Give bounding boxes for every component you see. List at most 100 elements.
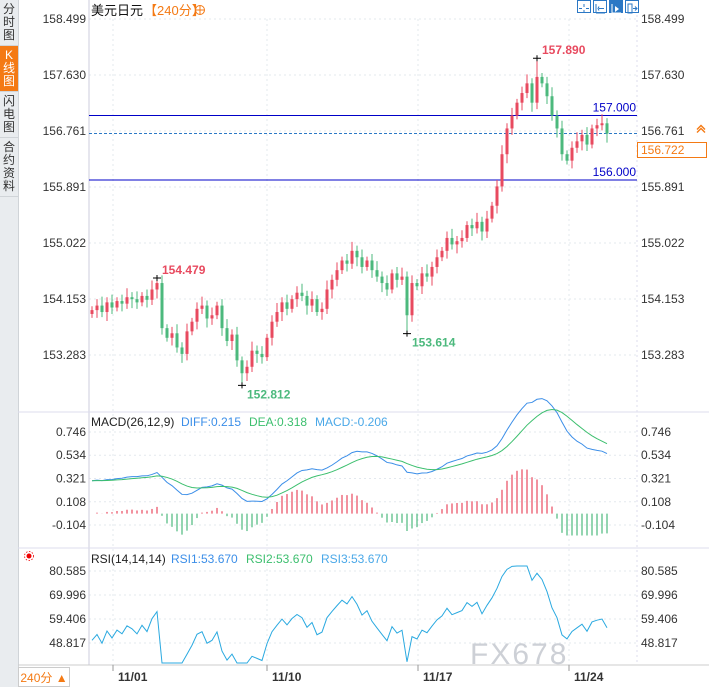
candle-body bbox=[250, 350, 254, 367]
period-select-button[interactable]: 240分 ▲ bbox=[18, 667, 70, 687]
macd-title: MACD(26,12,9) bbox=[91, 415, 174, 429]
candle-body bbox=[90, 310, 94, 314]
price-tick-left: 157.630 bbox=[43, 68, 87, 82]
circle-plus-icon[interactable] bbox=[195, 5, 205, 15]
candle-body bbox=[585, 134, 589, 145]
candle-body bbox=[300, 292, 304, 296]
rsi-tick-right: 69.996 bbox=[641, 588, 678, 602]
candle-body bbox=[460, 237, 464, 242]
tab-kline-chart[interactable]: K线图 bbox=[0, 46, 18, 92]
candle-body bbox=[530, 83, 534, 103]
candle-body bbox=[395, 273, 399, 280]
current-price-label: 156.722 bbox=[637, 142, 707, 158]
rsi-tick-left: 69.996 bbox=[49, 588, 86, 602]
candle-body bbox=[415, 283, 419, 287]
candle-body bbox=[575, 141, 579, 148]
extreme-price-label: 152.812 bbox=[247, 387, 291, 401]
candle-body bbox=[165, 328, 169, 338]
candle-body bbox=[255, 350, 259, 354]
candle-body bbox=[265, 337, 269, 358]
candle-body bbox=[570, 147, 574, 161]
tab-time-chart[interactable]: 分时图 bbox=[0, 0, 18, 46]
price-tick-right: 155.022 bbox=[641, 236, 685, 250]
candle-body bbox=[475, 221, 479, 229]
candle-body bbox=[205, 305, 209, 319]
candle-body bbox=[470, 225, 474, 229]
candle-body bbox=[145, 295, 149, 300]
candle-body bbox=[580, 134, 584, 142]
macd-tick-right: 0.321 bbox=[641, 472, 671, 486]
candle-body bbox=[180, 347, 184, 354]
scroll-to-end-icon[interactable] bbox=[609, 0, 623, 14]
candle-body bbox=[390, 273, 394, 290]
candle-body bbox=[590, 128, 594, 145]
tab-flash-chart[interactable]: 闪电图 bbox=[0, 92, 18, 138]
extreme-price-label: 153.614 bbox=[412, 336, 456, 350]
candle-body bbox=[520, 93, 524, 103]
candle-body bbox=[175, 333, 179, 348]
candle-body bbox=[235, 334, 239, 361]
candle-body bbox=[135, 299, 139, 303]
rsi-tick-left: 59.406 bbox=[49, 612, 86, 626]
candle-body bbox=[195, 308, 199, 322]
date-tick: 11/01 bbox=[118, 670, 148, 684]
price-tick-left: 154.153 bbox=[43, 292, 87, 306]
macd-tick-left: 0.534 bbox=[56, 448, 86, 462]
candle-body bbox=[200, 305, 204, 309]
macd-tick-right: -0.104 bbox=[641, 518, 675, 532]
watermark-logo: FX678 bbox=[470, 638, 568, 671]
candle-body bbox=[445, 237, 449, 251]
macd-legend: MACD(26,12,9) DIFF:0.215 DEA:0.318 MACD:… bbox=[91, 415, 388, 429]
candle-body bbox=[340, 260, 344, 271]
candle-body bbox=[505, 128, 509, 155]
candle-body bbox=[115, 301, 119, 308]
macd-dea-line bbox=[91, 409, 608, 498]
candle-body bbox=[450, 237, 454, 245]
candle-body bbox=[380, 276, 384, 284]
price-tick-right: 155.891 bbox=[641, 180, 685, 194]
candle-body bbox=[260, 353, 264, 358]
settings-sun-icon[interactable] bbox=[24, 551, 34, 561]
price-tick-left: 153.283 bbox=[43, 348, 87, 362]
rsi-legend: RSI(14,14,14) RSI1:53.670 RSI2:53.670 RS… bbox=[24, 551, 388, 566]
macd-tick-left: -0.104 bbox=[52, 518, 86, 532]
extreme-marker bbox=[153, 274, 161, 281]
candle-body bbox=[535, 76, 539, 103]
candle-body bbox=[365, 260, 369, 267]
extreme-marker bbox=[403, 330, 411, 337]
candle-body bbox=[230, 334, 234, 342]
candle-body bbox=[525, 83, 529, 94]
candle-body bbox=[220, 305, 224, 329]
candle-body bbox=[515, 102, 519, 116]
macd-value-label: MACD:-0.206 bbox=[315, 415, 388, 429]
symbol-title: 美元日元 bbox=[91, 3, 143, 18]
candle-body bbox=[545, 83, 549, 97]
candle-body bbox=[385, 283, 389, 290]
extreme-marker bbox=[238, 382, 246, 389]
extreme-price-label: 154.479 bbox=[162, 263, 206, 277]
date-tick: 11/24 bbox=[574, 670, 604, 684]
candle-body bbox=[455, 241, 459, 245]
candle-body bbox=[285, 302, 289, 309]
price-level-label: 156.000 bbox=[593, 165, 637, 179]
crosshair-icon[interactable] bbox=[577, 0, 591, 13]
candle-body bbox=[400, 276, 404, 280]
candle-body bbox=[185, 331, 189, 354]
candle-body bbox=[605, 123, 609, 134]
period-label: 【240分】 bbox=[144, 3, 205, 18]
macd-tick-left: 0.746 bbox=[56, 425, 86, 439]
price-tick-right: 156.761 bbox=[641, 124, 685, 138]
macd-diff-line bbox=[91, 398, 608, 502]
candle-body bbox=[360, 257, 364, 267]
candle-body bbox=[375, 270, 379, 277]
rsi-title: RSI(14,14,14) bbox=[91, 552, 166, 566]
price-level-label: 157.000 bbox=[593, 101, 637, 115]
candle-body bbox=[440, 250, 444, 258]
candle-body bbox=[355, 250, 359, 258]
tab-contract-info[interactable]: 合约资料 bbox=[0, 138, 18, 197]
price-tick-right: 157.630 bbox=[641, 68, 685, 82]
candle-body bbox=[325, 289, 329, 309]
fit-range-icon[interactable] bbox=[593, 0, 607, 14]
exit-icon[interactable] bbox=[625, 0, 639, 14]
